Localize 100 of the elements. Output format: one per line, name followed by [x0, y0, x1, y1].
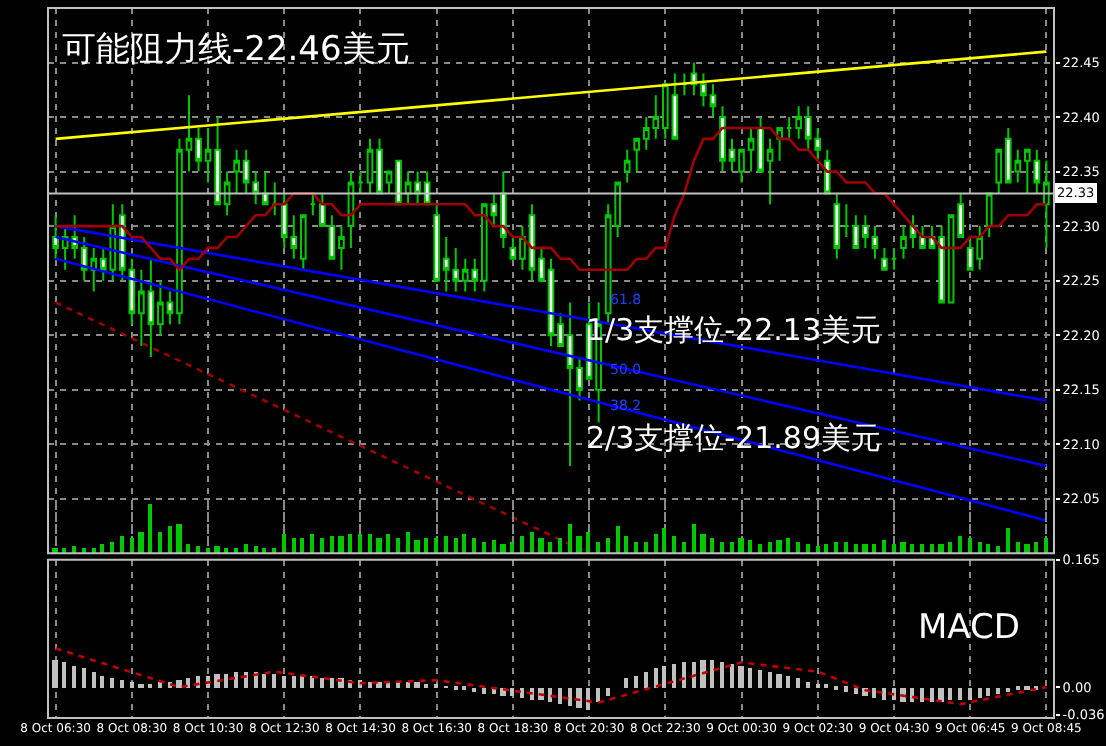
bar	[730, 663, 734, 688]
bar	[462, 533, 466, 554]
bar	[282, 533, 286, 554]
bar	[530, 531, 534, 554]
bar	[520, 535, 524, 554]
bar	[82, 667, 86, 688]
bar	[52, 659, 58, 688]
bar	[644, 671, 648, 688]
candlestick	[890, 246, 898, 271]
bar	[576, 687, 582, 708]
bar	[910, 687, 914, 702]
bar	[776, 673, 782, 688]
bar	[234, 671, 238, 688]
bar	[986, 687, 990, 696]
bar	[148, 503, 152, 554]
bar	[654, 667, 658, 688]
bar	[606, 687, 610, 696]
bar	[844, 685, 848, 692]
bar	[958, 535, 962, 554]
bar	[662, 527, 666, 554]
candlestick	[842, 203, 850, 239]
bar	[586, 531, 590, 554]
bar	[292, 675, 296, 688]
bar	[320, 677, 324, 688]
bar	[158, 681, 162, 688]
annotation: MACD	[918, 608, 1020, 648]
bar	[310, 533, 314, 554]
bar	[224, 673, 228, 688]
bar	[330, 535, 334, 554]
bar	[872, 687, 876, 698]
bar	[958, 687, 962, 700]
bar	[692, 523, 696, 554]
bar	[330, 677, 334, 688]
bar	[510, 687, 514, 696]
bar	[738, 665, 744, 688]
candlestick	[309, 192, 317, 217]
bar	[338, 535, 344, 554]
bar	[348, 533, 352, 554]
bar	[624, 535, 628, 554]
bar	[110, 677, 114, 688]
bar	[386, 533, 390, 554]
bar	[548, 687, 552, 702]
bar	[300, 675, 304, 688]
bar	[72, 665, 76, 688]
annotation: 可能阻力线-22.46美元	[62, 30, 410, 70]
bar	[406, 531, 410, 554]
bar	[282, 675, 286, 688]
bar	[768, 671, 772, 688]
bar	[1006, 527, 1010, 554]
bar	[806, 681, 810, 688]
bar	[672, 663, 676, 688]
bar	[214, 673, 220, 688]
bar	[758, 669, 762, 688]
bar	[158, 531, 162, 554]
bar	[138, 531, 144, 554]
candlestick	[347, 170, 355, 249]
bar	[796, 677, 800, 688]
bar	[568, 523, 572, 554]
bar	[662, 665, 666, 688]
candlestick	[985, 192, 993, 239]
bar	[682, 661, 686, 688]
line-series	[54, 647, 1048, 706]
bar	[576, 535, 582, 554]
bar	[120, 679, 124, 688]
bar	[130, 681, 134, 688]
candlestick	[776, 126, 783, 162]
bar	[616, 525, 620, 554]
annotation: 2/3支撑位-21.89美元	[586, 420, 881, 456]
bar	[262, 673, 266, 688]
candlestick	[623, 148, 631, 184]
bar	[854, 687, 858, 694]
bar	[406, 681, 410, 688]
bar	[310, 675, 314, 688]
bar	[748, 667, 752, 688]
bar	[710, 659, 714, 688]
candlestick	[881, 246, 888, 271]
bar	[368, 681, 372, 688]
bar	[186, 677, 190, 688]
bar	[938, 687, 944, 702]
bar	[444, 535, 448, 554]
bar	[482, 687, 486, 694]
bar	[978, 687, 982, 698]
bar	[700, 533, 706, 554]
bar	[120, 535, 124, 554]
bar	[100, 675, 104, 688]
bar	[948, 687, 952, 700]
bar	[596, 687, 600, 702]
bar	[558, 687, 562, 704]
bar	[882, 687, 886, 700]
bar	[568, 687, 572, 706]
bar	[358, 533, 362, 554]
candlestick	[833, 192, 841, 260]
bar	[672, 535, 676, 554]
bar	[996, 687, 1000, 694]
bar	[176, 523, 182, 554]
bar	[272, 673, 276, 688]
bar	[414, 681, 420, 688]
candlestick	[681, 72, 688, 97]
bar	[968, 687, 972, 700]
candlestick	[357, 170, 364, 195]
